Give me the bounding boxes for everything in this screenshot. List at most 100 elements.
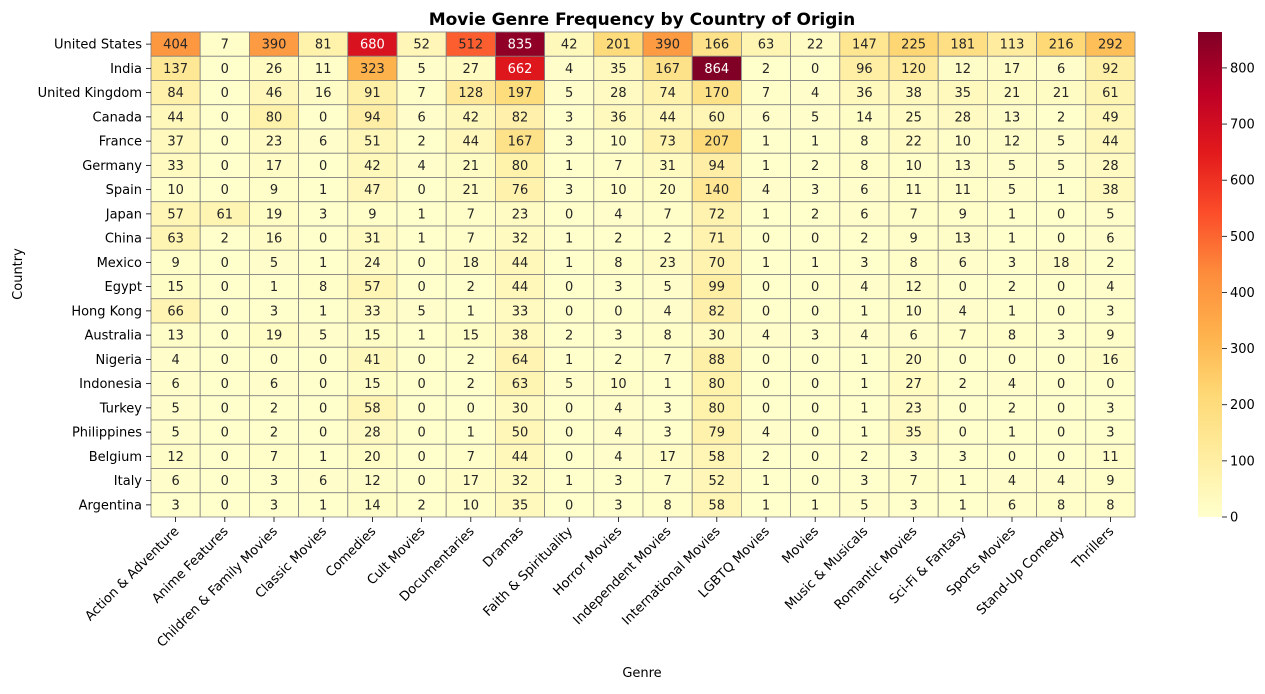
cell-value-label: 835 [508,38,533,53]
colorbar-gradient [1198,32,1222,517]
cell-value-label: 0 [565,280,573,295]
cell-value-label: 3 [614,498,622,513]
cell-value-label: 4 [663,304,671,319]
heatmap-cell [790,80,841,106]
cell-value-label: 0 [1057,401,1065,416]
cell-value-label: 3 [565,110,573,125]
cell-value-label: 1 [860,377,868,392]
cell-value-label: 14 [364,498,381,513]
cell-value-label: 15 [167,280,184,295]
cell-value-label: 57 [364,280,381,295]
heatmap-cell [445,104,496,130]
cell-value-label: 27 [905,377,922,392]
heatmap-cell [937,322,988,348]
cell-value-label: 0 [811,377,819,392]
heatmap-cells [150,31,1136,518]
cell-value-label: 9 [909,232,917,247]
heatmap-cell [937,371,988,397]
cell-value-label: 1 [319,304,327,319]
cell-value-label: 94 [709,159,726,174]
cell-value-label: 23 [266,135,283,150]
cell-value-label: 4 [1057,474,1065,489]
cell-value-label: 201 [606,38,631,53]
heatmap-cell [741,419,792,445]
cell-value-label: 80 [512,159,529,174]
cell-value-label: 1 [762,474,770,489]
heatmap-cell [494,201,545,227]
cell-value-label: 13 [955,232,972,247]
heatmap-cell [150,249,201,275]
cell-value-label: 16 [1102,353,1119,368]
cell-value-label: 38 [1102,183,1119,198]
heatmap-cell [691,177,742,203]
heatmap-cell [937,201,988,227]
heatmap-cell [987,152,1038,178]
y-tick-label: Canada [93,110,142,125]
cell-value-label: 38 [512,329,529,344]
heatmap-cell [642,249,693,275]
heatmap-cell [937,274,988,300]
cell-value-label: 3 [614,474,622,489]
heatmap-cell [544,201,595,227]
cell-value-label: 0 [1106,377,1114,392]
heatmap-cell [691,31,742,57]
heatmap-cell [1036,492,1087,518]
cell-value-label: 91 [364,86,381,101]
y-tick-label: Spain [106,183,142,198]
cell-value-label: 3 [270,498,278,513]
heatmap-cell [494,104,545,130]
heatmap-cell [494,80,545,106]
cell-value-label: 1 [417,207,425,222]
heatmap-cell [199,492,250,518]
heatmap-cell [1085,346,1136,372]
y-tick-label: Germany [82,159,142,174]
cell-value-label: 207 [704,135,729,150]
cell-value-label: 680 [360,38,385,53]
cell-value-label: 0 [565,401,573,416]
cell-value-label: 31 [659,159,676,174]
heatmap-cell [494,298,545,324]
cell-value-label: 8 [909,256,917,271]
cell-value-label: 21 [1004,86,1021,101]
cell-value-label: 6 [171,474,179,489]
cell-value-label: 41 [364,353,381,368]
cell-value-label: 33 [167,159,184,174]
y-tick-label: Italy [114,474,143,489]
heatmap-cell [248,419,299,445]
heatmap-cell [544,249,595,275]
cell-value-label: 1 [811,256,819,271]
heatmap-cell [396,274,447,300]
cell-value-label: 10 [610,183,627,198]
cell-value-label: 35 [905,426,922,441]
cell-value-label: 12 [364,474,381,489]
cell-value-label: 3 [1106,401,1114,416]
cell-value-label: 17 [266,159,283,174]
cell-value-label: 0 [221,474,229,489]
heatmap-cell [987,177,1038,203]
cell-value-label: 2 [467,280,475,295]
heatmap-cell [691,152,742,178]
cell-value-label: 0 [221,135,229,150]
heatmap-cell [642,443,693,469]
cell-value-label: 5 [860,498,868,513]
heatmap-cell [199,419,250,445]
heatmap-cell [790,177,841,203]
colorbar-tick-label: 600 [1230,174,1255,189]
heatmap-cell [888,419,939,445]
cell-value-label: 0 [762,377,770,392]
heatmap-cell [347,128,398,154]
cell-value-label: 113 [1000,38,1025,53]
cell-value-label: 197 [508,86,533,101]
cell-value-label: 5 [565,86,573,101]
cell-value-label: 1 [417,232,425,247]
cell-value-label: 0 [1057,280,1065,295]
colorbar-tick-label: 0 [1230,511,1238,526]
cell-value-label: 21 [463,159,480,174]
cell-value-label: 2 [860,232,868,247]
cell-value-label: 13 [167,329,184,344]
cell-value-label: 6 [319,135,327,150]
cell-value-label: 44 [659,110,676,125]
cell-value-label: 0 [319,377,327,392]
cell-value-label: 2 [270,401,278,416]
